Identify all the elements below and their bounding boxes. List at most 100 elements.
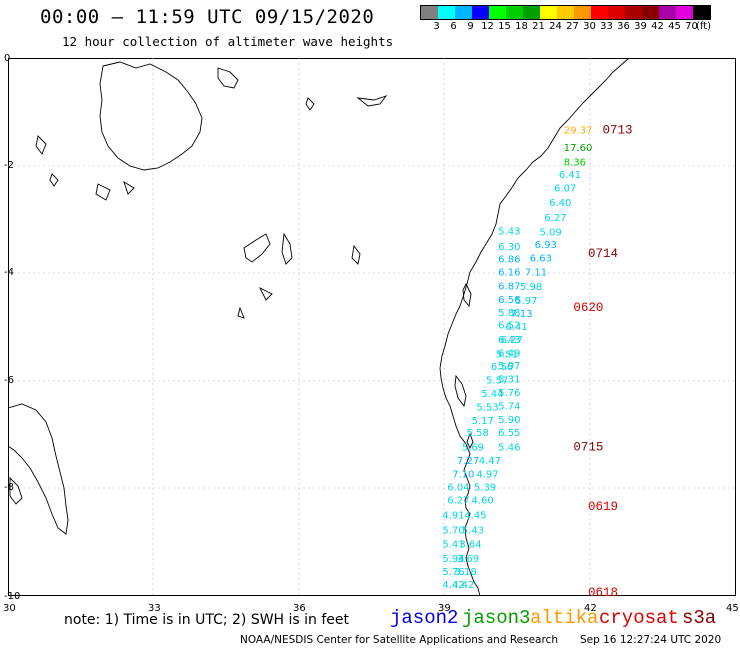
wave-height-value: 5.76 [442,567,464,578]
legend-swatch [523,6,540,19]
wave-height-value: 6.41 [505,322,527,333]
legend-swatch [574,6,591,19]
wave-height-value: 6.49 [498,349,520,360]
wave-height-value: 5.74 [498,401,520,412]
wave-height-value: 5.31 [498,374,520,385]
wave-height-value: 6.04 [447,483,469,494]
pass-time-label: 0618 [588,586,618,596]
wave-height-value: 6.41 [559,170,581,181]
legend-swatch [506,6,523,19]
wave-height-value: 5.39 [474,483,496,494]
legend-swatch [472,6,489,19]
wave-height-value: 5.17 [471,416,493,427]
wave-height-value: 6.27 [501,335,523,346]
generated-timestamp: Sep 16 12:27:24 UTC 2020 [580,634,722,646]
legend-swatch [659,6,676,19]
wave-height-value: 7.27 [457,456,479,467]
legend-cryosat: cryosat [599,607,679,629]
pass-time-label: 0620 [573,301,603,315]
color-scale-legend [420,5,711,20]
legend-label: 33 [600,21,613,32]
altimeter-map: 29.3717.608.366.416.076.406.275.096.936.… [8,58,736,596]
legend-label: 21 [532,21,545,32]
legend-label: 15 [498,21,511,32]
wave-height-value: 5.90 [498,415,520,426]
footnote: note: 1) Time is in UTC; 2) SWH is in fe… [64,612,350,628]
wave-height-value: 5.51 [496,350,518,361]
wave-height-value: 5.58 [467,428,489,439]
wave-height-value: 6.52 [498,321,520,332]
wave-height-value: 6.56 [491,362,513,373]
legend-swatch [557,6,574,19]
lat-tick-2: -4 [4,267,14,278]
wave-height-value: 7.10 [452,470,474,481]
wave-height-value: 4.97 [476,470,498,481]
wave-height-value: 4.47 [479,456,501,467]
legend-label: 39 [634,21,647,32]
lat-tick-3: -6 [4,375,14,386]
legend-label: 3 [433,21,440,32]
wave-height-value: 5.97 [498,361,520,372]
wave-height-value: 5.88 [498,308,520,319]
pass-time-label: 0715 [573,441,603,455]
legend-jason3: jason3 [462,607,531,629]
legend-swatch [438,6,455,19]
wave-height-value: 4.60 [471,495,493,506]
legend-label: 24 [549,21,562,32]
wave-height-value: 5.76 [498,388,520,399]
map-grid [8,58,736,596]
legend-label: 42 [651,21,664,32]
wave-height-value: 17.60 [564,143,593,154]
wave-height-value: 5.41 [442,540,464,551]
legend-label: 36 [617,21,630,32]
wave-height-value: 4.42 [442,580,464,591]
legend-label: 30 [583,21,596,32]
legend-altika: altika [530,607,599,629]
pass-time-label: 0713 [603,123,633,137]
wave-height-value: 3.64 [459,540,481,551]
legend-swatch [642,6,659,19]
lon-tick-0: 30 [3,603,16,614]
map-frame [8,58,736,596]
wave-height-labels: 29.3717.608.366.416.076.406.275.096.936.… [442,125,592,596]
legend-swatch [676,6,693,19]
legend-label: 18 [515,21,528,32]
wave-height-value: 6.63 [530,253,552,264]
wave-height-value: 5.44 [481,389,503,400]
wave-height-value: 5.97 [515,296,537,307]
wave-height-value: 6.55 [498,428,520,439]
pass-time-labels: 0713 0714 0620 0715 0619 0618 [573,123,632,596]
legend-label: 27 [566,21,579,32]
map-subtitle: 12 hour collection of altimeter wave hei… [62,34,394,49]
wave-height-value: 4.42 [452,580,474,591]
lat-tick-4: -8 [4,482,14,493]
legend-swatch [421,6,438,19]
lat-tick-5: -10 [4,591,21,602]
wave-height-value: 4.91 [442,511,464,522]
lon-tick-4: 42 [584,603,597,614]
lon-tick-5: 45 [726,603,739,614]
lon-tick-1: 33 [148,603,161,614]
legend-swatch [489,6,506,19]
wave-height-value: 6.27 [544,213,566,224]
pass-time-label: 0714 [588,247,618,261]
wave-height-value: 5.13 [442,595,464,596]
legend-swatch [693,6,710,19]
legend-label: 45 [668,21,681,32]
wave-height-value: 4.45 [464,511,486,522]
legend-label: 12 [481,21,494,32]
wave-height-value: 5.70 [442,526,464,537]
wave-height-value: 3.18 [455,567,477,578]
map-title: 00:00 – 11:59 UTC 09/15/2020 [40,6,375,28]
legend-swatch [455,6,472,19]
legend-label: 9 [467,21,474,32]
lon-tick-2: 36 [293,603,306,614]
wave-height-value: 5.94 [442,554,464,565]
wave-height-value: 3.69 [457,554,479,565]
legend-label: 6 [450,21,457,32]
wave-height-value: 7.13 [510,309,532,320]
wave-height-value: 5.46 [498,443,520,454]
wave-height-value: 5.98 [520,282,542,293]
wave-height-value: 6.86 [498,254,520,265]
wave-height-value: 7.11 [525,267,547,278]
